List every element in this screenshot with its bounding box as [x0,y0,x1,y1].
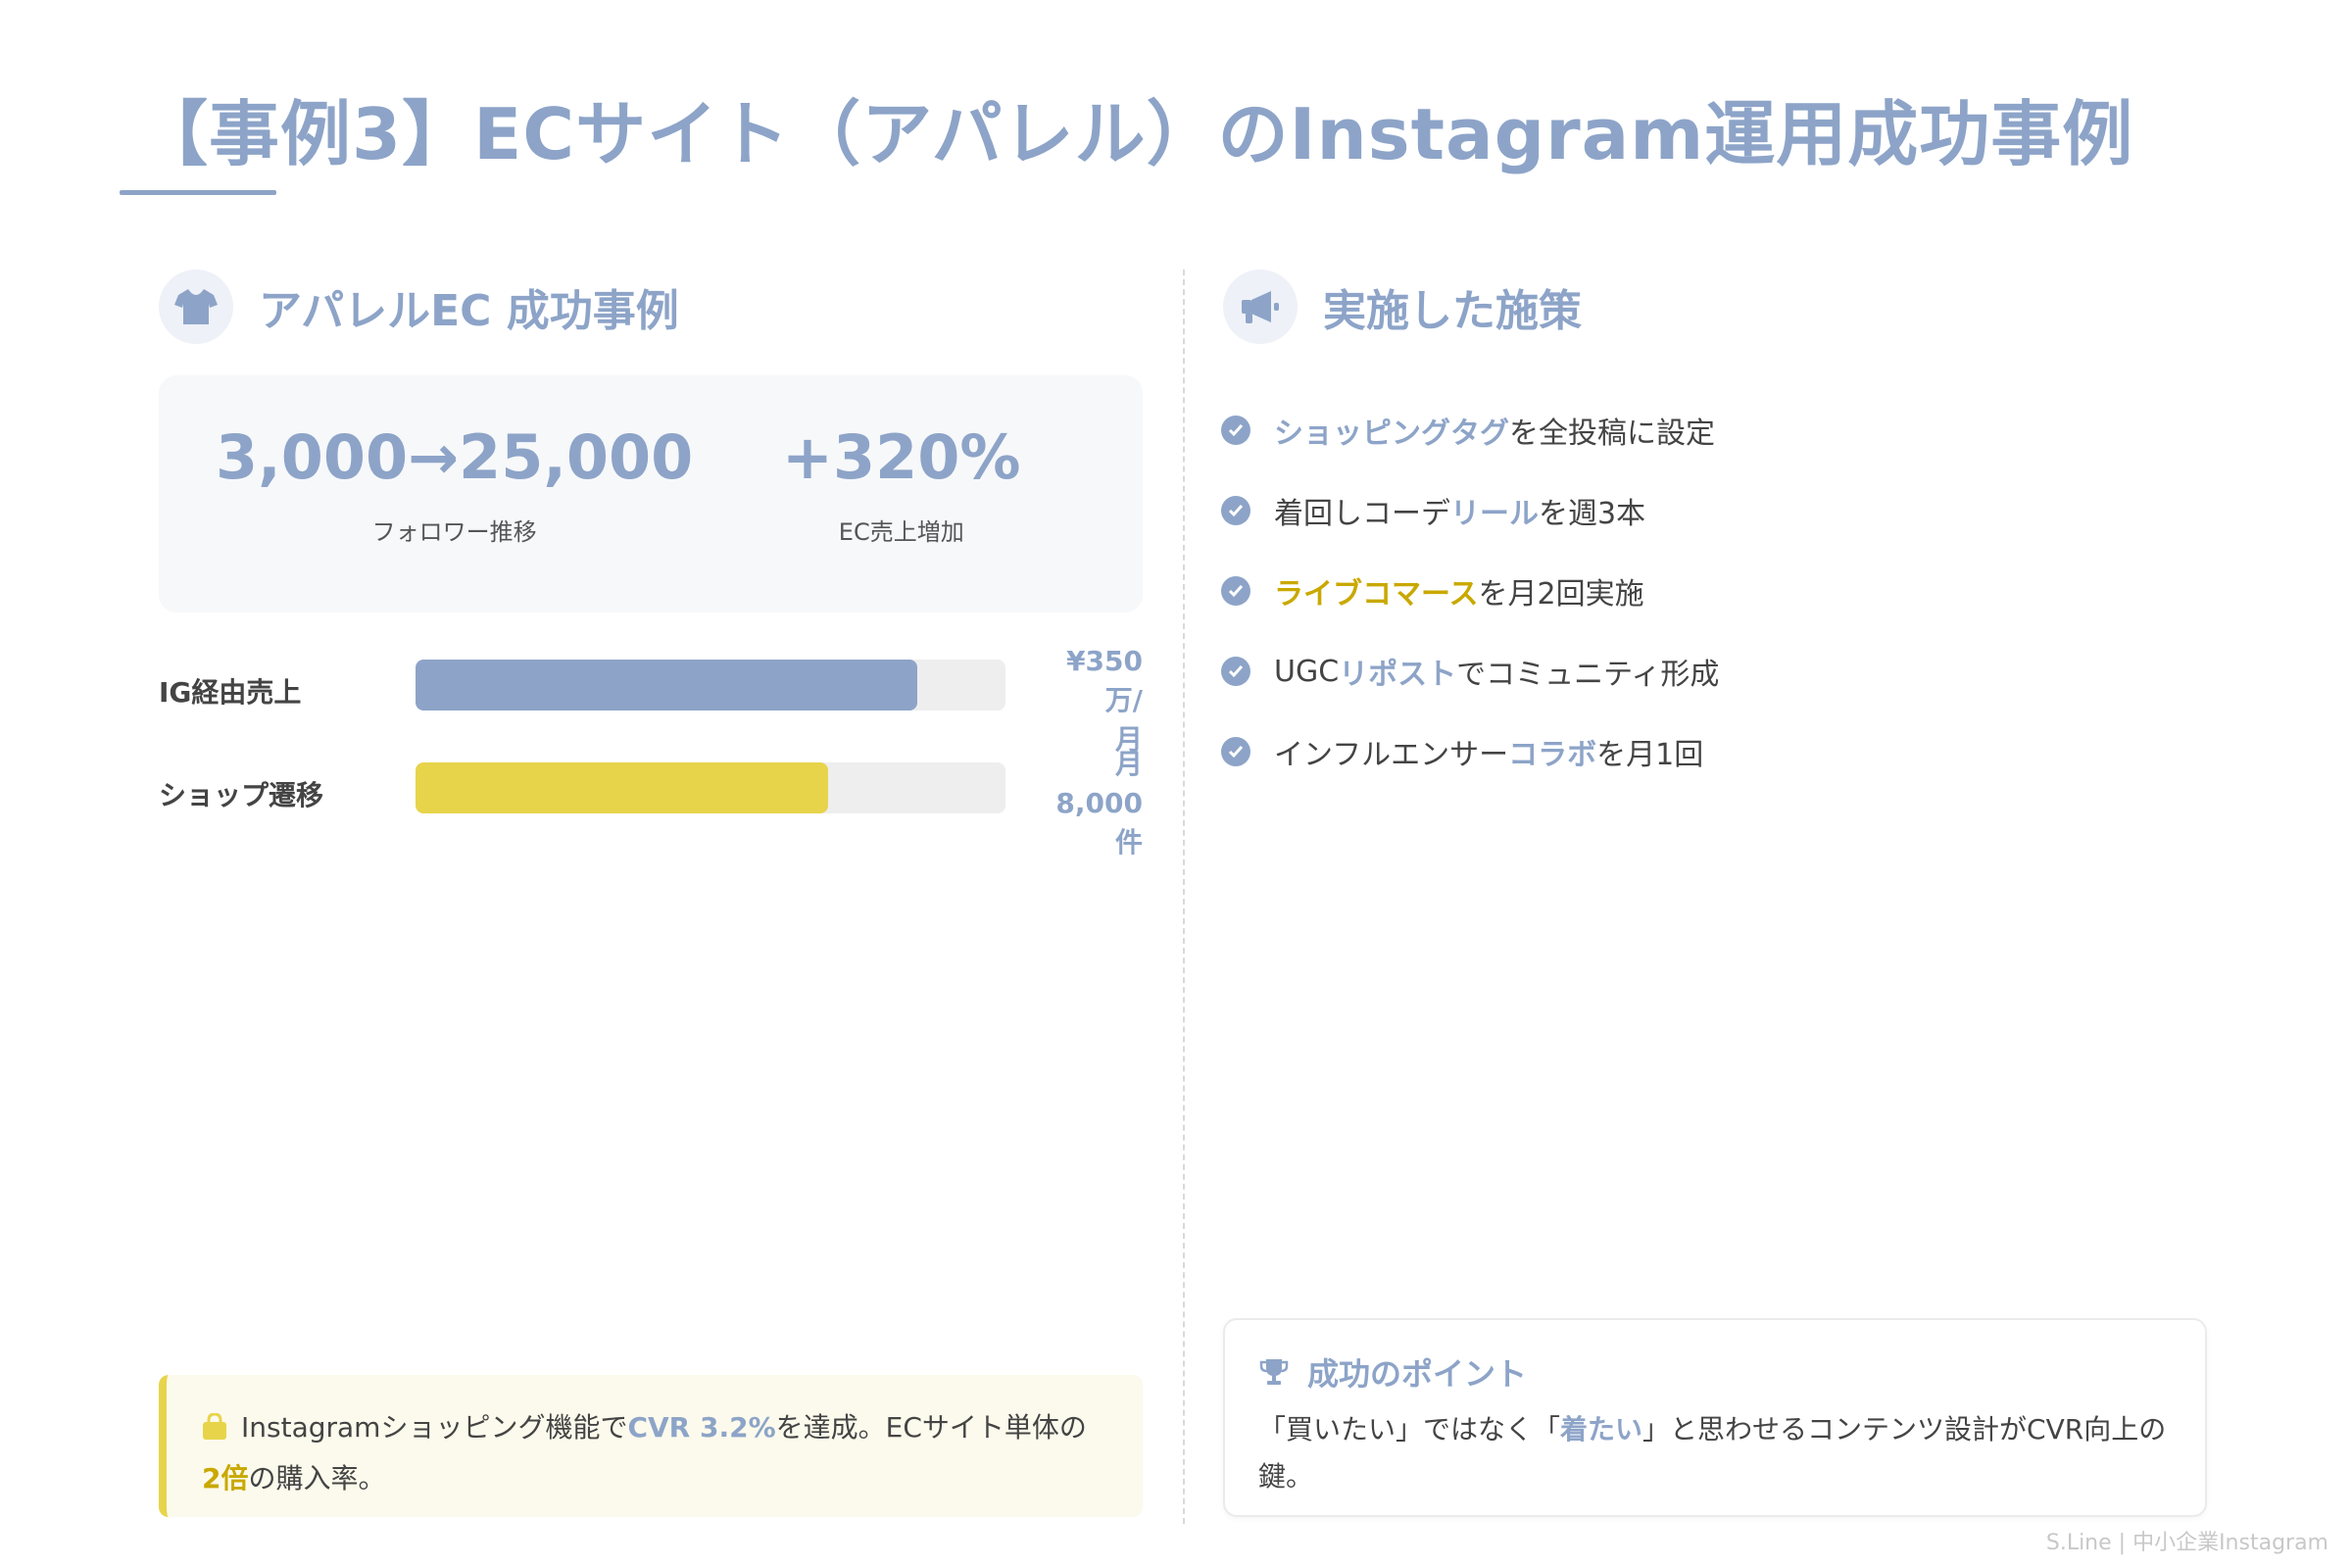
point-text: 」と思わせるコンテンツ設計がCVR向上の鍵。 [1258,1413,2167,1493]
right-section-title: 実施した施策 [1323,286,1582,336]
measure-highlight: コラボ [1508,738,1597,772]
bar-value: ¥350万/ 月 [1035,642,1143,760]
measure-text: でコミュニティ形成 [1456,658,1720,692]
check-circle-icon [1221,737,1250,766]
tshirt-icon [159,270,233,344]
measure-highlight: リポスト [1339,658,1457,692]
bar-track [416,762,1005,813]
list-item: UGC リポスト でコミュニティ形成 [1221,631,1719,711]
bar-track [416,660,1005,710]
page-title: 【事例3】ECサイト（アパレル）のInstagram運用成功事例 [137,93,2134,175]
list-item: インフルエンサー コラボ を月1回 [1221,711,1719,792]
success-point-body: 「買いたい」ではなく「着たい」と思わせるコンテンツ設計がCVR向上の鍵。 [1258,1406,2172,1500]
measure-list: ショッピングタグ を全投稿に設定 着回しコーデ リール を週3本 ライブコマース を月2… [1221,390,1719,792]
left-section-header: アパレルEC 成功事例 [159,270,679,344]
measure-text: を月2回実施 [1478,577,1644,612]
stat-value: 3,000→25,000 [216,421,694,493]
check-circle-icon [1221,576,1250,606]
success-point-title: 成功のポイント [1307,1355,1528,1393]
point-highlight: 着たい [1560,1413,1643,1446]
megaphone-icon [1223,270,1298,344]
note-highlight-cvr: CVR 3.2% [627,1411,776,1444]
measure-text: インフルエンサー [1274,738,1509,772]
note-text: Instagramショッピング機能で [241,1411,628,1444]
trophy-icon [1259,1359,1289,1385]
stat-label: EC売上増加 [838,518,964,547]
success-point-card: 成功のポイント 「買いたい」ではなく「着たい」と思わせるコンテンツ設計がCVR向… [1223,1318,2207,1517]
bar-row-ig-sales: IG経由売上 ¥350万/ 月 [159,645,1143,756]
check-circle-icon [1221,416,1250,445]
check-circle-icon [1221,657,1250,686]
success-point-header: 成功のポイント [1258,1349,2172,1395]
stat-followers: 3,000→25,000 フォロワー推移 [216,421,694,547]
measure-text: UGC [1274,654,1340,689]
title-underline [120,190,276,195]
right-section-header: 実施した施策 [1223,270,1582,344]
left-section-title: アパレルEC 成功事例 [259,286,679,336]
stats-box: 3,000→25,000 フォロワー推移 +320% EC売上増加 [159,375,1143,612]
bar-fill [416,762,829,813]
measure-highlight: リール [1450,497,1539,531]
shopping-bag-icon [202,1408,227,1455]
point-text: 「買いたい」ではなく「 [1258,1413,1561,1446]
bar-value: 月8,000 件 [1035,745,1143,862]
list-item: ショッピングタグ を全投稿に設定 [1221,390,1719,470]
bar-value-line: ¥350万/ [1066,645,1143,716]
measure-text: を全投稿に設定 [1509,416,1715,451]
bar-label: IG経由売上 [159,676,302,709]
column-divider [1183,270,1185,1524]
note-text: を達成。ECサイト単体の [775,1411,1087,1444]
bar-label: ショップ遷移 [159,779,324,811]
note-highlight-double: 2倍 [202,1462,249,1494]
bar-value-line: 月8,000 [1055,748,1143,819]
list-item: ライブコマース を月2回実施 [1221,551,1719,631]
measure-text: を週3本 [1539,497,1646,531]
stat-value: +320% [782,421,1021,493]
footer-credit: S.Line | 中小企業Instagram [2045,1531,2328,1555]
measure-text: を月1回 [1596,738,1704,772]
measure-highlight: ショッピングタグ [1274,416,1509,451]
note-text: の購入率。 [248,1462,386,1494]
stat-ec-sales: +320% EC売上増加 [782,421,1021,547]
result-note: Instagramショッピング機能でCVR 3.2%を達成。ECサイト単体の 2倍… [159,1375,1143,1517]
bar-value-line: 件 [1114,826,1143,858]
measure-highlight: ライブコマース [1274,577,1479,612]
stat-label: フォロワー推移 [371,518,537,547]
check-circle-icon [1221,496,1250,525]
list-item: 着回しコーデ リール を週3本 [1221,470,1719,551]
bar-value-line: 月 [1114,723,1143,756]
bar-fill [416,660,917,710]
bar-row-shop-transition: ショップ遷移 月8,000 件 [159,748,1143,858]
measure-text: 着回しコーデ [1274,497,1450,531]
